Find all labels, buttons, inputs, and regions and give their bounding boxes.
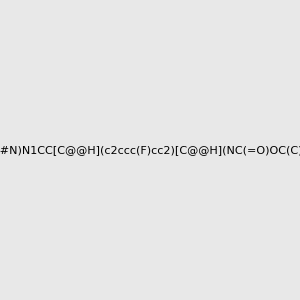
Text: O=C(CC#N)N1CC[C@@H](c2ccc(F)cc2)[C@@H](NC(=O)OC(C)(C)C)C1: O=C(CC#N)N1CC[C@@H](c2ccc(F)cc2)[C@@H](N… xyxy=(0,145,300,155)
